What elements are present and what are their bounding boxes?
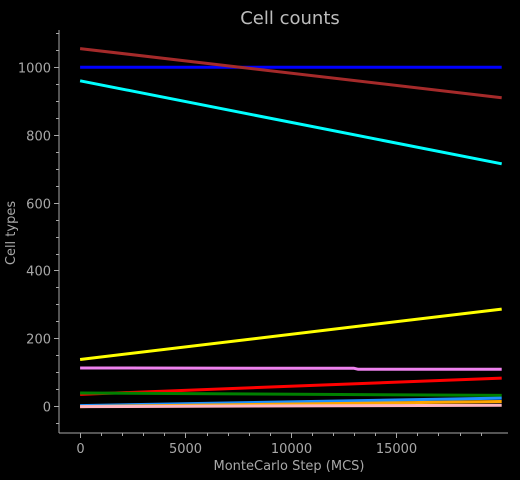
y-tick-label: 0 bbox=[43, 401, 51, 416]
x-tick-label: 10000 bbox=[271, 442, 312, 457]
series-line-2 bbox=[79, 47, 502, 100]
series-line-10 bbox=[80, 403, 502, 409]
x-tick-label: 0 bbox=[76, 442, 84, 457]
y-tick-label: 200 bbox=[26, 333, 51, 348]
x-tick-label: 15000 bbox=[376, 442, 417, 457]
series-line-6 bbox=[80, 376, 502, 396]
y-tick-label: 400 bbox=[26, 265, 51, 280]
series-line-5 bbox=[80, 366, 502, 371]
x-tick-label: 5000 bbox=[169, 442, 202, 457]
chart-title: Cell counts bbox=[240, 8, 340, 29]
series-line-3 bbox=[79, 79, 502, 166]
series-lines bbox=[79, 47, 502, 409]
x-axis-label: MonteCarlo Step (MCS) bbox=[213, 459, 364, 474]
y-axis-label: Cell types bbox=[4, 201, 19, 265]
series-line-4 bbox=[79, 307, 502, 361]
y-tick-label: 800 bbox=[26, 130, 51, 145]
y-tick-label: 600 bbox=[26, 198, 51, 213]
series-line-7 bbox=[80, 391, 502, 397]
y-tick-label: 1000 bbox=[18, 62, 51, 77]
